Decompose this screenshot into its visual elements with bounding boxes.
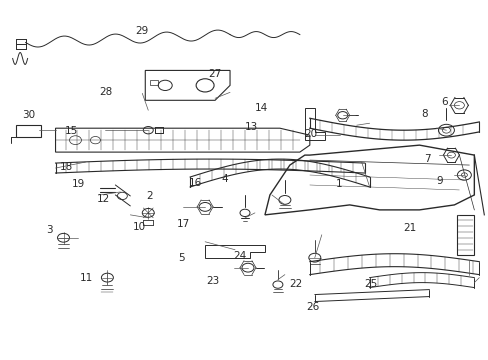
Text: 16: 16	[189, 178, 202, 188]
Text: 13: 13	[244, 122, 258, 132]
Text: 25: 25	[364, 279, 377, 289]
Text: 14: 14	[254, 103, 267, 113]
Text: 2: 2	[146, 191, 152, 201]
Text: 30: 30	[22, 110, 36, 120]
Text: 12: 12	[96, 194, 109, 204]
Text: 10: 10	[133, 222, 146, 231]
Text: 29: 29	[135, 26, 148, 36]
Text: 3: 3	[46, 225, 53, 235]
Text: 27: 27	[208, 69, 222, 79]
Text: 20: 20	[303, 129, 316, 139]
Text: 26: 26	[305, 302, 319, 312]
Text: 21: 21	[403, 224, 416, 233]
Text: 4: 4	[221, 174, 228, 184]
Text: 19: 19	[72, 179, 85, 189]
Text: 24: 24	[232, 251, 246, 261]
Text: 18: 18	[60, 162, 73, 172]
Text: 17: 17	[177, 219, 190, 229]
Text: 8: 8	[421, 109, 427, 119]
Text: 7: 7	[423, 154, 430, 164]
Text: 5: 5	[178, 253, 184, 263]
Text: 22: 22	[288, 279, 302, 289]
Text: 15: 15	[64, 126, 78, 135]
Text: 11: 11	[79, 273, 92, 283]
Text: 1: 1	[336, 179, 342, 189]
Text: 23: 23	[206, 276, 219, 286]
Text: 9: 9	[435, 176, 442, 186]
Text: 6: 6	[440, 97, 447, 107]
Text: 28: 28	[99, 87, 112, 97]
